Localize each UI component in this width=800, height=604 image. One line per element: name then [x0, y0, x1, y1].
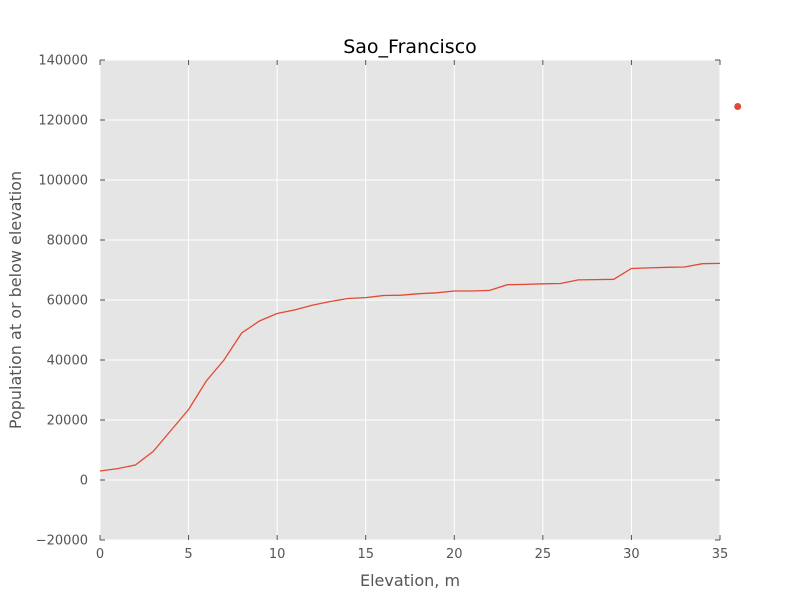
x-tick-label: 20: [446, 547, 463, 562]
y-axis-label: Population at or below elevation: [6, 171, 25, 429]
y-tick-label: −20000: [36, 534, 88, 549]
y-tick-label: 80000: [47, 234, 88, 249]
y-tick-label: 60000: [47, 294, 88, 309]
x-tick-label: 35: [712, 547, 729, 562]
x-tick-label: 10: [269, 547, 286, 562]
x-tick-label: 0: [96, 547, 104, 562]
x-tick-label: 25: [535, 547, 552, 562]
x-axis-label: Elevation, m: [360, 571, 460, 590]
y-tick-label: 40000: [47, 354, 88, 369]
series-layer: [99, 103, 742, 472]
y-tick-label: 140000: [38, 54, 88, 69]
y-tick-label: 120000: [38, 114, 88, 129]
y-tick-label: 100000: [38, 174, 88, 189]
data-point: [734, 103, 742, 110]
x-tick-label: 5: [184, 547, 192, 562]
x-tick-label: 15: [357, 547, 374, 562]
series-line: [99, 262, 721, 472]
y-tick-label: 0: [80, 474, 88, 489]
x-tick-label: 30: [623, 547, 640, 562]
axes: 0 5 10 15 20 25 30 35 −20000 0 20000 40000 60000 8000…: [36, 54, 729, 563]
chart-title: Sao_Francisco: [343, 36, 477, 58]
y-tick-label: 20000: [47, 414, 88, 429]
